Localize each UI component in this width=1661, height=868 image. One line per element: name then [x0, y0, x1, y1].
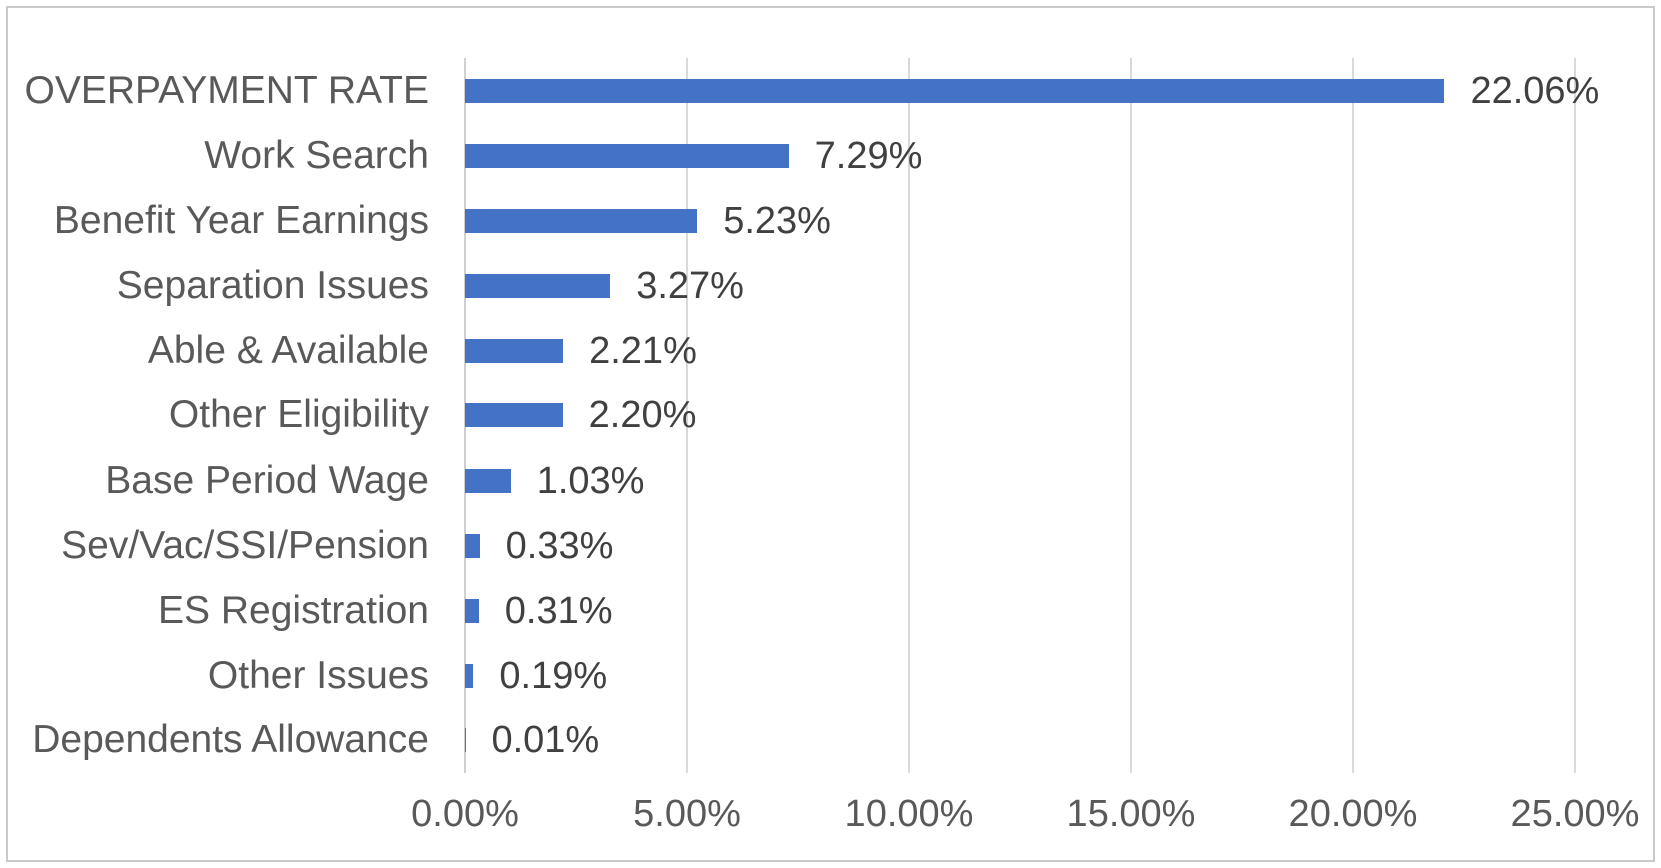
bar-row: 0.33%: [465, 513, 1575, 578]
bar: [465, 338, 564, 363]
bar-row: 1.03%: [465, 448, 1575, 513]
bar: [465, 533, 480, 558]
category-label: Base Period Wage: [105, 458, 429, 502]
value-axis: 0.00% 5.00% 10.00% 15.00% 20.00% 25.00%: [411, 793, 1639, 854]
bar-row: 7.29%: [465, 123, 1575, 188]
bar: [465, 78, 1445, 103]
category-label: Work Search: [204, 133, 429, 177]
data-label: 7.29%: [814, 134, 923, 177]
bar: [465, 143, 789, 168]
gridline: [686, 58, 688, 773]
gridline: [1574, 58, 1576, 773]
category-axis: OVERPAYMENT RATE Work Search Benefit Year …: [8, 58, 429, 773]
data-label: 0.31%: [504, 589, 613, 632]
data-label: 3.27%: [636, 264, 744, 307]
bar: [465, 208, 698, 233]
x-tick-label: 20.00%: [1288, 793, 1418, 835]
category-label: Other Issues: [207, 653, 429, 697]
x-tick-label: 25.00%: [1510, 793, 1640, 835]
bar: [465, 598, 479, 623]
category-label: Benefit Year Earnings: [53, 198, 429, 242]
bar-row: 2.20%: [465, 383, 1575, 448]
bar: [465, 273, 611, 298]
bar-row: 2.21%: [465, 318, 1575, 383]
bar: [465, 663, 474, 688]
x-tick-label: 15.00%: [1066, 793, 1196, 835]
bar: [465, 468, 511, 493]
data-label: 0.01%: [491, 719, 600, 762]
data-label: 5.23%: [723, 199, 831, 242]
gridline: [1130, 58, 1132, 773]
category-label: Other Eligibility: [168, 393, 429, 437]
bar-row: 5.23%: [465, 188, 1575, 253]
plot-area: 22.06% 7.29% 5.23% 3.27% 2.21% 2.20% 1.03% 0.33…: [464, 58, 1599, 773]
category-label: OVERPAYMENT RATE: [24, 68, 429, 112]
category-label: Able & Available: [147, 328, 429, 372]
gridline: [1352, 58, 1354, 773]
bar-row: 0.01%: [465, 708, 1575, 773]
data-label: 0.19%: [499, 654, 608, 697]
bar-row: 0.31%: [465, 578, 1575, 643]
category-label: Dependents Allowance: [32, 718, 429, 762]
bar-row: 22.06%: [465, 58, 1599, 123]
data-label: 0.33%: [505, 524, 614, 567]
data-label: 2.20%: [588, 394, 697, 437]
bar: [465, 403, 563, 428]
bar-row: 3.27%: [465, 253, 1575, 318]
data-label: 22.06%: [1470, 69, 1600, 112]
data-label: 1.03%: [536, 459, 645, 502]
category-label: ES Registration: [158, 588, 429, 632]
x-tick-label: 5.00%: [633, 793, 741, 835]
chart-frame: OVERPAYMENT RATE Work Search Benefit Year …: [6, 6, 1655, 862]
gridline: [908, 58, 910, 773]
category-label: Sev/Vac/SSI/Pension: [61, 523, 429, 567]
category-label: Separation Issues: [116, 263, 429, 307]
x-tick-label: 0.00%: [411, 793, 519, 835]
bar-row: 0.19%: [465, 643, 1575, 708]
data-label: 2.21%: [589, 329, 697, 372]
x-tick-label: 10.00%: [844, 793, 974, 835]
